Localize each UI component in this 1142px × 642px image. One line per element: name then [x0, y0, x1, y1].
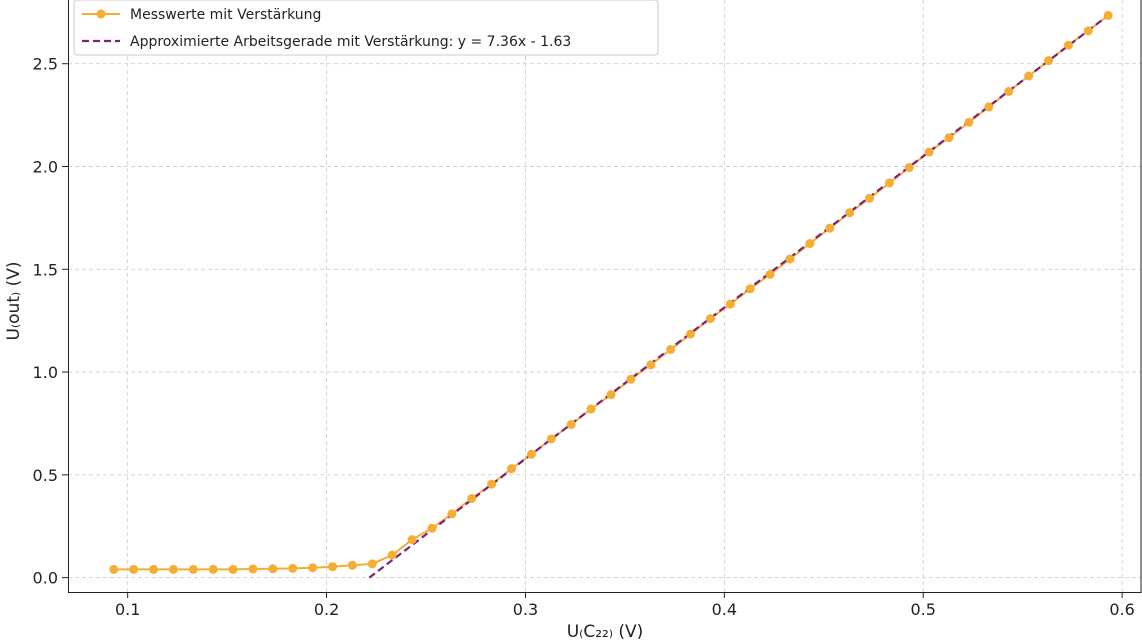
data-point: [447, 509, 457, 519]
data-point: [705, 314, 715, 324]
data-point: [1083, 26, 1093, 36]
data-point: [805, 239, 815, 249]
data-point: [725, 299, 735, 309]
x-tick-label: 0.4: [712, 600, 737, 619]
data-point: [168, 564, 178, 574]
data-point: [208, 564, 218, 574]
data-point: [1063, 40, 1073, 50]
legend-entry-fit: Approximierte Arbeitsgerade mit Verstärk…: [130, 34, 571, 50]
data-point: [825, 223, 835, 233]
y-tick-label: 2.5: [33, 55, 58, 74]
data-point: [248, 564, 258, 574]
series-measured-line: [113, 14, 1109, 571]
data-point: [745, 284, 755, 294]
data-point: [984, 102, 994, 112]
data-point: [1004, 86, 1014, 96]
data-point: [944, 133, 954, 143]
series-layer: [109, 10, 1113, 579]
data-point: [1044, 56, 1054, 66]
data-point: [785, 254, 795, 264]
legend-entry-measured: Messwerte mit Verstärkung: [130, 7, 321, 23]
y-axis: 0.0 0.5 1.0 1.5 2.0 2.5: [33, 55, 68, 588]
y-tick-label: 0.0: [33, 569, 58, 588]
y-tick-label: 2.0: [33, 158, 58, 177]
data-point: [865, 193, 875, 203]
data-point: [487, 479, 497, 489]
y-tick-label: 1.0: [33, 363, 58, 382]
data-point: [546, 434, 556, 444]
data-point: [268, 564, 278, 574]
plot-frame: [68, 0, 1142, 593]
x-axis: 0.1 0.2 0.3 0.4 0.5 0.6: [115, 592, 1135, 619]
data-point: [586, 404, 596, 414]
legend-box: [73, 0, 659, 56]
data-point: [308, 563, 318, 573]
x-tick-label: 0.2: [314, 600, 339, 619]
data-point: [606, 390, 616, 400]
data-point: [387, 550, 397, 560]
data-point: [328, 562, 338, 572]
data-point: [109, 564, 119, 574]
legend-marker-measured-dot: [96, 9, 106, 19]
data-point: [626, 374, 636, 384]
data-point: [765, 269, 775, 279]
x-tick-label: 0.5: [910, 600, 935, 619]
data-point: [1103, 10, 1113, 20]
series-fit-line: [368, 14, 1109, 579]
x-tick-label: 0.6: [1109, 600, 1134, 619]
data-point: [367, 559, 377, 569]
x-tick-label: 0.3: [513, 600, 538, 619]
x-axis-label: U₍C₂₂₎ (V): [567, 622, 644, 642]
data-point: [149, 564, 159, 574]
y-tick-label: 1.5: [33, 260, 58, 279]
data-point: [407, 535, 417, 545]
data-point: [288, 563, 298, 573]
y-axis-label: U₍out₎ (V): [4, 262, 24, 341]
data-point: [964, 117, 974, 127]
data-point: [228, 564, 238, 574]
legend: Messwerte mit Verstärkung Approximierte …: [73, 0, 659, 56]
y-tick-label: 0.5: [33, 466, 58, 485]
data-point: [427, 523, 437, 533]
data-point: [884, 178, 894, 188]
data-point: [666, 344, 676, 354]
data-point: [646, 360, 656, 370]
data-point: [904, 163, 914, 173]
data-point: [1024, 71, 1034, 81]
data-point: [129, 564, 139, 574]
data-point: [467, 493, 477, 503]
x-tick-label: 0.1: [115, 600, 140, 619]
data-point: [188, 564, 198, 574]
grid: [68, 0, 1142, 592]
data-point: [924, 147, 934, 157]
data-point: [566, 419, 576, 429]
data-point: [347, 560, 357, 570]
data-point: [507, 464, 517, 474]
data-point: [845, 208, 855, 218]
data-point: [686, 329, 696, 339]
data-point: [526, 449, 536, 459]
